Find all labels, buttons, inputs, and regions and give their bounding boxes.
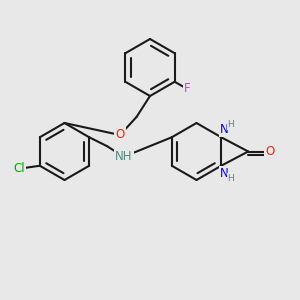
Text: H: H xyxy=(227,174,234,183)
Text: H: H xyxy=(227,120,234,129)
Text: NH: NH xyxy=(115,150,132,163)
Text: O: O xyxy=(266,145,275,158)
Text: N: N xyxy=(220,123,229,136)
Text: Cl: Cl xyxy=(13,162,25,175)
Text: F: F xyxy=(184,82,190,95)
Text: N: N xyxy=(220,167,229,180)
Text: O: O xyxy=(116,128,124,142)
